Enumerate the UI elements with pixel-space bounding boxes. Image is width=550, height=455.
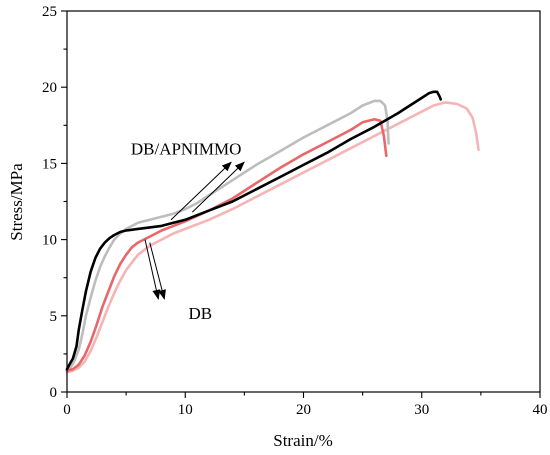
series-line bbox=[65, 101, 480, 374]
x-axis-title: Strain/% bbox=[273, 431, 333, 450]
y-tick-label: 10 bbox=[42, 233, 57, 249]
x-tick-label: 20 bbox=[296, 402, 311, 418]
y-tick-label: 20 bbox=[42, 80, 57, 96]
axes-layer: 0 10 20 30 40 0 5 10 15 20 25 bbox=[42, 4, 548, 418]
annotation-db-apnimmo: DB/APNIMMO bbox=[131, 139, 242, 158]
series-line bbox=[65, 117, 388, 372]
annotation-arrow bbox=[170, 161, 232, 221]
annotation-arrow bbox=[191, 161, 245, 213]
series-layer bbox=[65, 90, 480, 374]
x-tick-label: 30 bbox=[414, 402, 429, 418]
y-tick-label: 25 bbox=[42, 4, 57, 20]
annotation-layer: DB/APNIMMO DB bbox=[131, 139, 245, 323]
y-tick-label: 5 bbox=[50, 309, 58, 325]
y-axis-title: Stress/MPa bbox=[7, 163, 26, 241]
annotation-arrow bbox=[144, 239, 161, 300]
annotation-db: DB bbox=[189, 304, 213, 323]
series-line bbox=[65, 90, 442, 371]
x-tick-label: 0 bbox=[63, 402, 71, 418]
x-tick-label: 40 bbox=[533, 402, 548, 418]
annotation-arrow bbox=[149, 242, 166, 300]
y-tick-label: 0 bbox=[50, 385, 58, 401]
plot-frame bbox=[66, 10, 541, 393]
series-line bbox=[65, 99, 390, 372]
y-tick-label: 15 bbox=[42, 156, 57, 172]
x-tick-label: 10 bbox=[178, 402, 193, 418]
